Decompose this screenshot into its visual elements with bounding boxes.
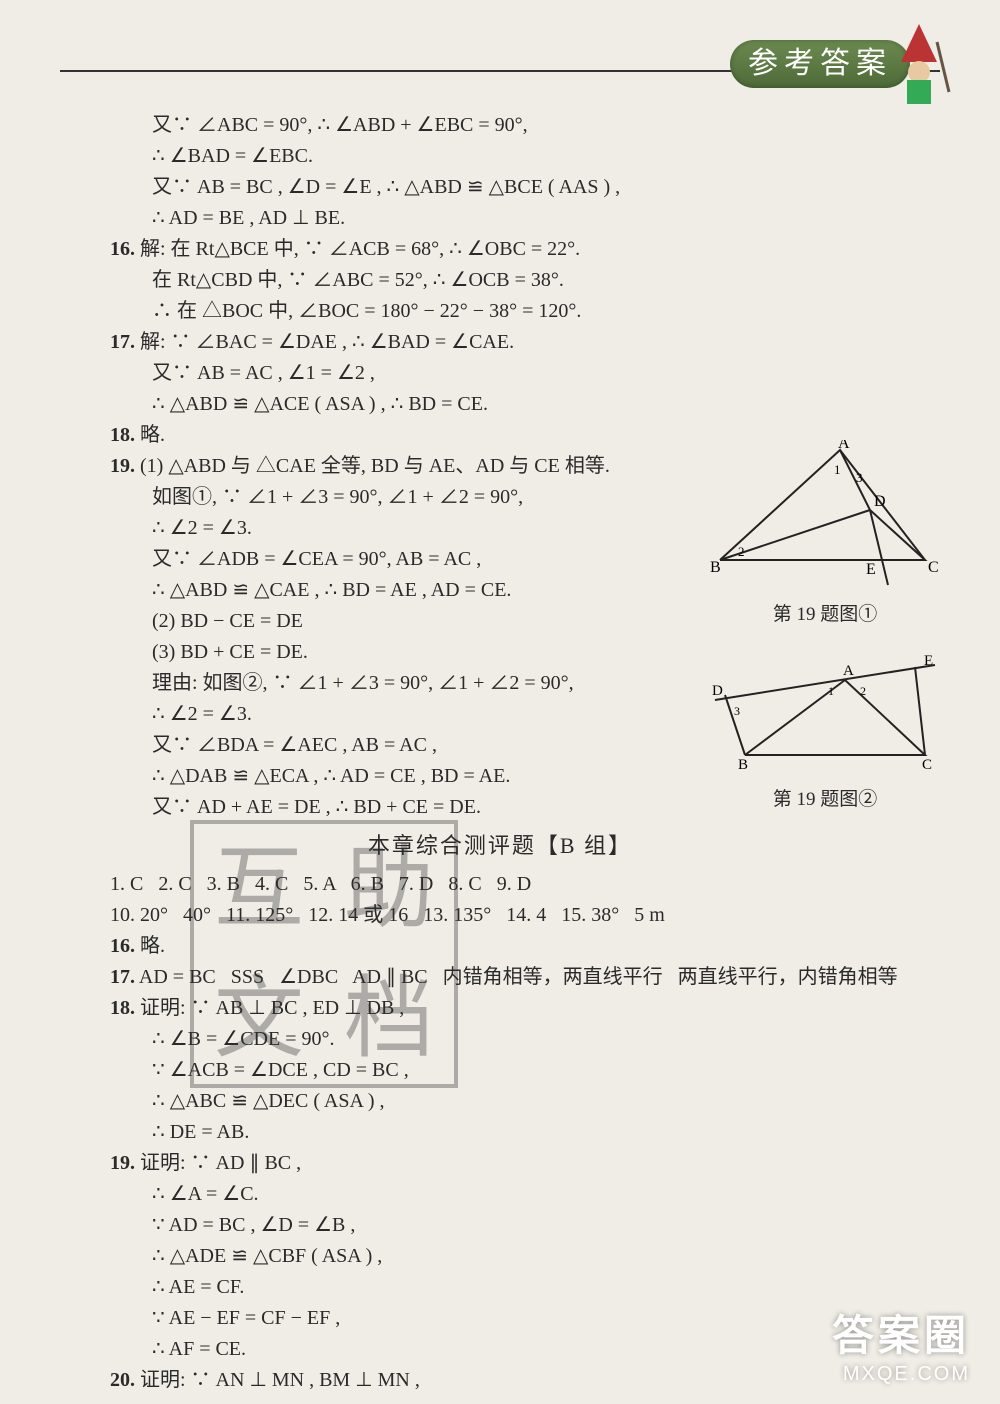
figure-caption-1: 第 19 题图① <box>710 599 940 626</box>
text-line: ∵ ∠ACB = ∠DCE , CD = BC , <box>110 1055 890 1086</box>
text-line: 又∵ AB = AC , ∠1 = ∠2 , <box>110 358 890 389</box>
label-C: C <box>928 559 939 576</box>
text-line: 在 Rt△CBD 中, ∵ ∠ABC = 52°, ∴ ∠OCB = 38°. <box>110 265 890 296</box>
answers-row: 10. 20° 40° 11. 125° 12. 14 或 16 13. 135… <box>110 900 890 931</box>
label-E: E <box>924 655 933 669</box>
text-line: 又∵ ∠ABC = 90°, ∴ ∠ABD + ∠EBC = 90°, <box>110 110 890 141</box>
item-17b: 17. AD = BC SSS ∠DBC AD ∥ BC 内错角相等，两直线平行… <box>110 962 890 993</box>
text-line: ∴ DE = AB. <box>110 1117 890 1148</box>
wizard-icon <box>897 22 952 107</box>
item-19b: 19. 证明: ∵ AD ∥ BC , <box>110 1148 890 1179</box>
figure-19-1: A B C D E 1 2 3 第 19 题图① <box>710 440 940 626</box>
label-1: 1 <box>828 684 834 698</box>
label-3: 3 <box>856 470 863 485</box>
text-line: ∴ AF = CE. <box>110 1334 890 1365</box>
item-20b: 20. 证明: ∵ AN ⊥ MN , BM ⊥ MN , <box>110 1365 890 1396</box>
item-17: 17. 解: ∵ ∠BAC = ∠DAE , ∴ ∠BAD = ∠CAE. <box>110 327 890 358</box>
label-2: 2 <box>738 544 745 559</box>
text-line: ∴ ∠BAD = ∠EBC. <box>110 141 890 172</box>
label-A: A <box>843 663 854 679</box>
text-line: ∵ AD = BC , ∠D = ∠B , <box>110 1210 890 1241</box>
bottom-logo: 答案圈 MXQE.COM <box>832 1302 970 1386</box>
label-B: B <box>738 757 748 773</box>
text-line: ∴ △ADE ≌ △CBF ( ASA ) , <box>110 1241 890 1272</box>
figure-19-2: A B C D E 1 2 3 第 19 题图② <box>710 655 940 811</box>
label-D: D <box>874 493 886 510</box>
text-line: ∴ ∠A = ∠C. <box>110 1179 890 1210</box>
text-line: ∴ AE = CF. <box>110 1272 890 1303</box>
label-3: 3 <box>734 704 740 718</box>
label-2: 2 <box>860 684 866 698</box>
label-B: B <box>710 559 721 576</box>
label-E: E <box>866 561 876 578</box>
label-C: C <box>922 757 932 773</box>
text-line: 又∵ AB = BC , ∠D = ∠E , ∴ △ABD ≌ △BCE ( A… <box>110 172 890 203</box>
label-D: D <box>712 683 723 699</box>
label-A: A <box>838 440 850 452</box>
item-18b: 18. 证明: ∵ AB ⊥ BC , ED ⊥ DB , <box>110 993 890 1024</box>
figure-caption-2: 第 19 题图② <box>710 784 940 811</box>
item-16b: 16. 略. <box>110 931 890 962</box>
text-line: ∴ △ABC ≌ △DEC ( ASA ) , <box>110 1086 890 1117</box>
text-line: ∴ 在 △BOC 中, ∠BOC = 180° − 22° − 38° = 12… <box>110 296 890 327</box>
text-line: ∵ AE − EF = CF − EF , <box>110 1303 890 1334</box>
label-1: 1 <box>834 462 841 477</box>
text-line: ∴ ∠B = ∠CDE = 90°. <box>110 1024 890 1055</box>
section-title-b: 本章综合测评题【B 组】 <box>110 829 890 863</box>
header-ribbon: 参考答案 <box>730 40 910 88</box>
text-line: ∴ △ABD ≌ △ACE ( ASA ) , ∴ BD = CE. <box>110 389 890 420</box>
logo-url: MXQE.COM <box>832 1363 970 1386</box>
logo-text: 答案圈 <box>832 1302 970 1363</box>
answers-row: 1. C 2. C 3. B 4. C 5. A 6. B 7. D 8. C … <box>110 869 890 900</box>
item-16: 16. 解: 在 Rt△BCE 中, ∵ ∠ACB = 68°, ∴ ∠OBC … <box>110 234 890 265</box>
text-line: ∴ AD = BE , AD ⊥ BE. <box>110 203 890 234</box>
